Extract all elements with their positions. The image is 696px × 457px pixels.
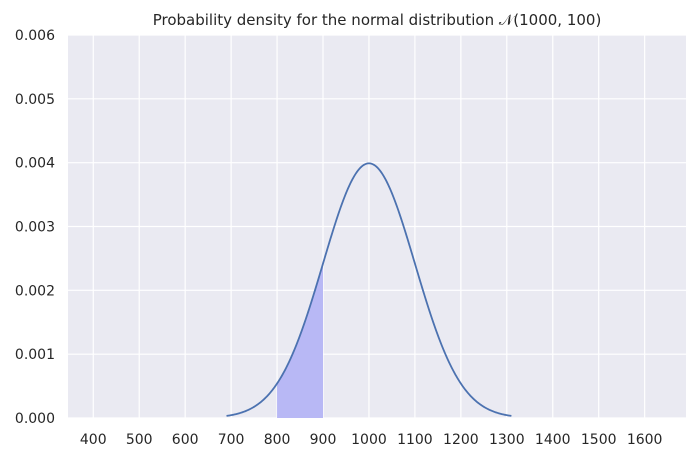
x-tick-label: 1200 <box>443 432 479 448</box>
x-tick-label: 1300 <box>489 432 525 448</box>
x-tick-labels: 400 500 600 700 800 900 1000 1100 1200 1300 1400 15… <box>80 432 663 448</box>
x-tick-label: 1100 <box>397 432 433 448</box>
y-tick-label: 0.001 <box>15 347 55 363</box>
x-tick-label: 1000 <box>351 432 387 448</box>
y-tick-label: 0.004 <box>15 156 55 172</box>
y-tick-label: 0.005 <box>15 92 55 108</box>
density-curve-layer <box>226 162 512 417</box>
x-tick-label: 700 <box>218 432 245 448</box>
x-tick-label: 1400 <box>535 432 571 448</box>
x-tick-label: 1600 <box>627 432 663 448</box>
y-tick-labels: 0.000 0.001 0.002 0.003 0.004 0.005 0.006 <box>15 28 55 427</box>
density-curve <box>226 162 512 417</box>
grid-lines <box>68 34 686 419</box>
x-tick-label: 1500 <box>581 432 617 448</box>
chart-title: Probability density for the normal distr… <box>153 11 602 29</box>
x-tick-label: 800 <box>264 432 291 448</box>
y-tick-label: 0.000 <box>15 411 55 427</box>
y-tick-label: 0.003 <box>15 220 55 236</box>
x-tick-label: 500 <box>126 432 153 448</box>
x-tick-label: 900 <box>310 432 337 448</box>
y-tick-label: 0.002 <box>15 283 55 299</box>
y-tick-label: 0.006 <box>15 28 55 44</box>
x-tick-label: 600 <box>172 432 199 448</box>
x-tick-label: 400 <box>80 432 107 448</box>
